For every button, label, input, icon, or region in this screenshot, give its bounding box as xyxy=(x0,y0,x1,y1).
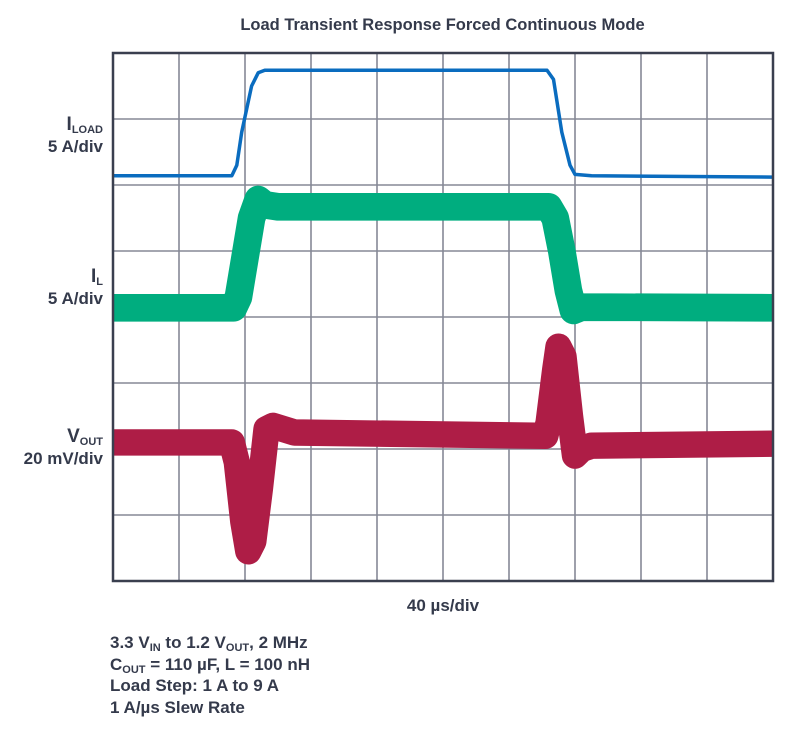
note-text: OUT xyxy=(122,663,146,676)
y-label-vout: VOUT 20 mV/div xyxy=(24,426,103,470)
note-line: 3.3 VIN to 1.2 VOUT, 2 MHz xyxy=(110,632,310,654)
chart-title: Load Transient Response Forced Continuou… xyxy=(240,16,645,34)
trace-il xyxy=(113,185,774,325)
trace-iload xyxy=(113,68,774,179)
note-line: Load Step: 1 A to 9 A xyxy=(110,675,310,697)
test-conditions: 3.3 VIN to 1.2 VOUT, 2 MHz COUT = 110 µF,… xyxy=(110,632,310,718)
scale-il: 5 A/div xyxy=(47,289,103,308)
scale-iload: 5 A/div xyxy=(47,137,103,156)
note-text: IN xyxy=(149,642,161,654)
y-label-il: IL 5 A/div xyxy=(48,266,103,310)
note-line: 1 A/µs Slew Rate xyxy=(110,697,310,719)
note-line: COUT = 110 µF, L = 100 nH xyxy=(110,654,310,676)
label-main: I xyxy=(90,266,97,287)
note-text: = 110 µF, L = 100 nH xyxy=(145,654,310,674)
label-main: I xyxy=(66,114,72,135)
note-text: Load Step: 1 A to 9 A xyxy=(110,676,280,695)
scale-vout: 20 mV/div xyxy=(23,449,103,468)
note-text: 1 A/µs Slew Rate xyxy=(110,697,245,717)
y-label-iload: ILOAD 5 A/div xyxy=(48,114,103,158)
label-main: V xyxy=(67,426,80,447)
label-sub: LOAD xyxy=(71,124,103,136)
label-sub: OUT xyxy=(79,436,103,448)
note-text: to 1.2 V xyxy=(160,633,226,652)
note-text: OUT xyxy=(225,642,250,654)
note-text: 3.3 V xyxy=(110,633,150,652)
plot-frame xyxy=(111,51,775,583)
note-text: C xyxy=(110,654,123,674)
x-axis-label: 40 µs/div xyxy=(406,596,480,615)
trace-vout xyxy=(113,333,774,565)
label-sub: L xyxy=(96,276,103,288)
note-text: , 2 MHz xyxy=(249,633,308,652)
